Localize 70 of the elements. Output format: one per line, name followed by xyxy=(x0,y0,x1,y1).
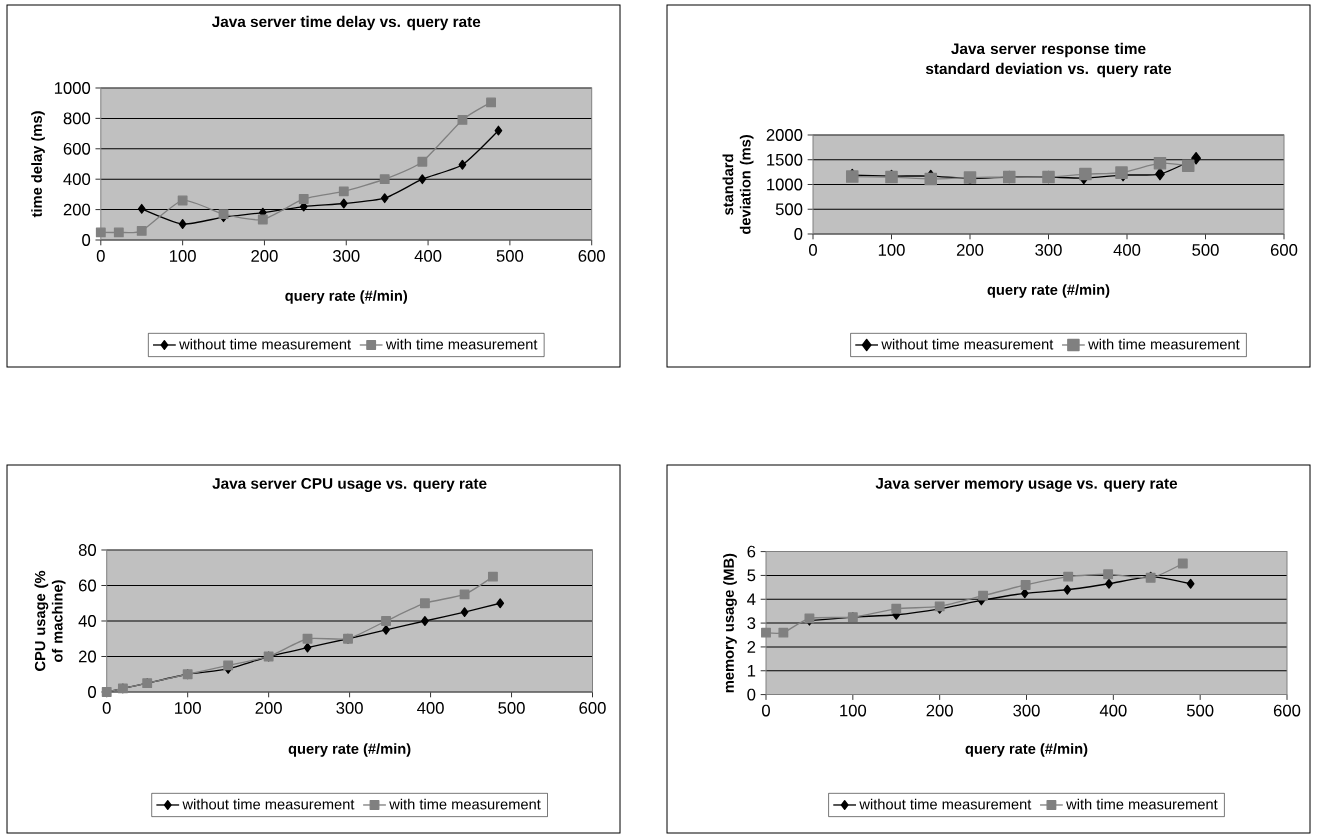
x-tick-label: 300 xyxy=(1013,704,1040,717)
chart-title: Java server response time standard deviation vs. query rate xyxy=(925,42,1172,78)
y-tick-label: 2000 xyxy=(766,129,803,141)
x-tick-label: 400 xyxy=(1113,244,1141,256)
chart-title: Java server CPU usage vs. query rate xyxy=(212,478,487,492)
x-tick-label: 300 xyxy=(332,250,360,262)
x-axis-title: query rate (#/min) xyxy=(987,284,1110,298)
y-axis-title: memory usage (MB) xyxy=(723,553,737,693)
chart-title: Java server memory usage vs. query rate xyxy=(875,478,1178,492)
x-tick-label: 600 xyxy=(1273,704,1301,717)
x-tick-label: 200 xyxy=(956,244,984,256)
y-tick-label: 2 xyxy=(747,641,756,653)
y-tick-label: 600 xyxy=(63,142,91,155)
x-tick-label: 100 xyxy=(175,702,201,714)
y-tick-label: 200 xyxy=(63,203,91,216)
y-axis-title: time delay (ms) xyxy=(31,111,45,218)
x-tick-label: 200 xyxy=(255,702,282,714)
legend-label: without time measurement xyxy=(179,338,351,350)
y-tick-label: 4 xyxy=(747,593,756,605)
y-tick-label: 1000 xyxy=(54,82,91,94)
x-tick-label: 0 xyxy=(96,250,105,262)
y-tick-label: 500 xyxy=(775,203,803,216)
y-tick-label: 60 xyxy=(78,579,97,592)
x-tick-label: 100 xyxy=(170,250,196,262)
x-tick-label: 600 xyxy=(1270,244,1298,256)
x-tick-label: 500 xyxy=(1186,704,1214,717)
y-tick-label: 0 xyxy=(794,228,803,240)
y-axis-title: standard deviation (ms) xyxy=(722,135,754,234)
chart-title: Java server time delay vs. query rate xyxy=(211,15,481,31)
y-tick-label: 800 xyxy=(63,112,91,125)
y-tick-label: 400 xyxy=(63,173,91,186)
x-tick-label: 300 xyxy=(1035,244,1062,256)
y-tick-label: 6 xyxy=(747,545,756,558)
y-tick-label: 20 xyxy=(78,650,97,663)
x-tick-label: 500 xyxy=(496,250,524,262)
y-tick-label: 0 xyxy=(747,688,756,701)
x-tick-label: 100 xyxy=(878,244,905,256)
x-tick-label: 600 xyxy=(578,250,605,262)
y-tick-label: 1 xyxy=(747,665,756,677)
x-tick-label: 200 xyxy=(926,704,953,717)
y-tick-label: 1000 xyxy=(767,178,803,191)
legend-label: with time measurement xyxy=(1088,338,1240,350)
x-tick-label: 100 xyxy=(840,704,867,717)
y-tick-label: 5 xyxy=(747,569,756,582)
y-axis-title: CPU usage (% of machine) xyxy=(34,570,66,671)
x-tick-label: 0 xyxy=(809,244,817,256)
y-tick-label: 0 xyxy=(88,686,97,698)
x-tick-label: 0 xyxy=(102,702,111,714)
x-axis-title: query rate (#/min) xyxy=(965,743,1088,757)
x-tick-label: 600 xyxy=(579,702,606,714)
x-tick-label: 400 xyxy=(417,702,444,714)
legend-label: without time measurement xyxy=(881,338,1054,350)
y-tick-label: 40 xyxy=(78,615,97,627)
y-tick-label: 80 xyxy=(78,544,97,556)
legend-label: without time measurement xyxy=(859,798,1032,810)
x-axis-title: query rate (#/min) xyxy=(288,743,411,757)
y-tick-label: 3 xyxy=(747,617,756,629)
x-tick-label: 400 xyxy=(1099,704,1127,717)
x-tick-label: 400 xyxy=(414,250,442,262)
x-axis-title: query rate (#/min) xyxy=(285,290,408,304)
legend-label: with time measurement xyxy=(1066,798,1218,810)
x-tick-label: 200 xyxy=(251,250,278,262)
legend-label: with time measurement xyxy=(385,338,538,350)
x-tick-label: 500 xyxy=(498,702,525,714)
y-tick-label: 1500 xyxy=(767,153,803,166)
x-tick-label: 500 xyxy=(1192,244,1219,256)
legend-label: with time measurement xyxy=(389,798,541,810)
y-tick-label: 0 xyxy=(82,234,91,246)
x-tick-label: 300 xyxy=(336,702,363,714)
legend-label: without time measurement xyxy=(182,798,355,810)
